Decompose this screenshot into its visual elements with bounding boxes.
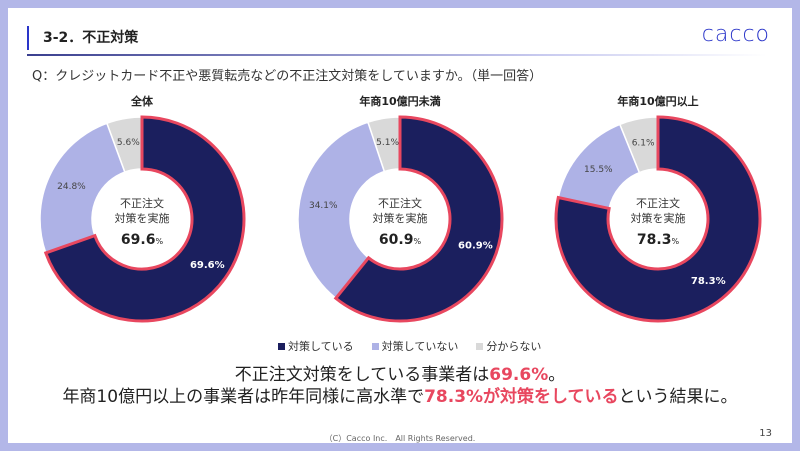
center-value: 78.3% xyxy=(637,232,680,248)
data-label: 5.6% xyxy=(117,138,140,148)
data-label: 78.3% xyxy=(691,276,726,287)
text: 。 xyxy=(548,365,566,385)
title-underline xyxy=(27,54,767,56)
legend-item-not-implemented: 対策していない xyxy=(371,338,459,354)
chart-title: 年商10億円未満 xyxy=(359,95,441,108)
legend-item-unknown: 分からない xyxy=(476,338,541,354)
data-label: 6.1% xyxy=(632,138,655,148)
text: という結果に。 xyxy=(618,387,738,407)
summary-line-2: 年商10億円以上の事業者は昨年同様に高水準で78.3%が対策をしているという結果… xyxy=(8,386,792,408)
data-label: 5.1% xyxy=(376,138,399,148)
survey-question: Q：クレジットカード不正や悪質転売などの不正注文対策をしていますか。（単一回答） xyxy=(32,69,543,84)
highlight: 69.6% xyxy=(489,365,549,385)
donut-chart-under-1b: 年商10億円未満 60.9% 34.1% 5.1% 不正注文 対策を実施 60.9% xyxy=(280,93,520,326)
center-value: 69.6% xyxy=(121,232,164,248)
data-label: 60.9% xyxy=(458,241,493,252)
data-label: 24.8% xyxy=(57,182,86,192)
summary-text: 不正注文対策をしている事業者は69.6%。 年商10億円以上の事業者は昨年同様に… xyxy=(8,364,792,408)
slide: 3-2．不正対策 cacco Q：クレジットカード不正や悪質転売などの不正注文対… xyxy=(8,8,792,443)
donut-chart-overall: 全体 69.6% 24.8% 5.6% 不正注文 対策を実施 69.6% xyxy=(22,93,262,326)
legend-item-implemented: 対策している xyxy=(278,338,354,354)
center-value: 60.9% xyxy=(379,232,422,248)
chart-title: 年商10億円以上 xyxy=(617,95,699,108)
copyright: （C）Cacco Inc. All Rights Reserved. xyxy=(324,434,476,443)
page-number: 13 xyxy=(759,428,772,439)
summary-line-1: 不正注文対策をしている事業者は69.6%。 xyxy=(8,364,792,386)
text: 不正注文対策をしている事業者は xyxy=(234,365,490,385)
data-label: 15.5% xyxy=(584,165,613,175)
data-label: 34.1% xyxy=(309,201,338,211)
legend-label: 対策していない xyxy=(381,340,459,353)
swatch-icon xyxy=(476,343,484,350)
center-label-line1: 不正注文 xyxy=(120,196,164,210)
legend-label: 分からない xyxy=(486,340,542,353)
slice-not-implemented xyxy=(297,121,386,300)
legend-label: 対策している xyxy=(288,340,354,353)
donut-chart-over-1b: 年商10億円以上 78.3% 15.5% 6.1% 不正注文 対策を実施 78.3% xyxy=(538,93,778,326)
cacco-logo: cacco xyxy=(701,22,770,47)
center-label-line1: 不正注文 xyxy=(378,196,422,210)
slice-implemented xyxy=(43,115,246,323)
highlight: 78.3%が対策をしている xyxy=(424,387,619,407)
center-label-line2: 対策を実施 xyxy=(631,211,686,225)
text: 年商10億円以上の事業者は昨年同様に高水準で xyxy=(62,387,425,407)
slice-not-implemented xyxy=(39,122,126,254)
slice-not-implemented xyxy=(557,123,641,210)
data-label: 69.6% xyxy=(190,260,225,271)
page-title: 3-2．不正対策 xyxy=(27,26,138,50)
swatch-icon xyxy=(278,343,285,350)
slice-implemented xyxy=(333,115,504,323)
center-label-line2: 対策を実施 xyxy=(115,211,170,225)
center-label-line2: 対策を実施 xyxy=(373,211,428,225)
chart-title: 全体 xyxy=(131,95,153,108)
slice-implemented xyxy=(554,115,762,323)
swatch-icon xyxy=(371,343,379,350)
center-label-line1: 不正注文 xyxy=(636,196,680,210)
legend: 対策している 対策していない 分からない xyxy=(278,338,541,354)
